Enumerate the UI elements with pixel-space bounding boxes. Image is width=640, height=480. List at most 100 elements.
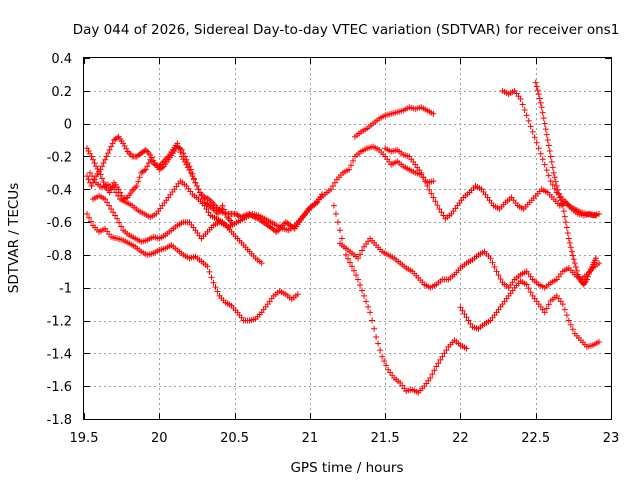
data-point bbox=[565, 235, 572, 242]
data-point bbox=[97, 166, 104, 173]
data-point bbox=[572, 263, 579, 270]
data-point bbox=[533, 83, 540, 90]
data-point bbox=[113, 189, 120, 196]
series-track-1 bbox=[84, 210, 301, 324]
data-point bbox=[379, 353, 386, 360]
data-point bbox=[549, 164, 556, 171]
data-point bbox=[542, 126, 549, 133]
y-tick-label: -1.6 bbox=[47, 380, 72, 395]
series-track-8 bbox=[330, 202, 470, 396]
data-point bbox=[106, 189, 113, 196]
data-point bbox=[88, 182, 95, 189]
x-tick-label: 22 bbox=[452, 431, 469, 446]
data-point bbox=[106, 146, 113, 153]
y-tick-label: -0.2 bbox=[47, 150, 72, 165]
data-point bbox=[106, 202, 113, 209]
data-point bbox=[201, 202, 208, 209]
data-point bbox=[493, 268, 500, 275]
data-point bbox=[189, 170, 196, 177]
data-point bbox=[336, 227, 343, 234]
data-point bbox=[357, 251, 364, 258]
data-point bbox=[361, 292, 368, 299]
data-point bbox=[519, 101, 526, 108]
data-point bbox=[489, 259, 496, 266]
data-point bbox=[330, 202, 337, 209]
data-point bbox=[539, 109, 546, 116]
data-point bbox=[557, 197, 564, 204]
data-point bbox=[365, 303, 372, 310]
y-tick-label: -1.4 bbox=[47, 347, 72, 362]
y-tick-label: 0 bbox=[64, 118, 72, 133]
data-point bbox=[592, 255, 599, 262]
x-tick-label: 19.5 bbox=[70, 431, 99, 446]
data-point bbox=[523, 112, 530, 119]
x-tick-label: 21.5 bbox=[371, 431, 400, 446]
series-layer bbox=[84, 79, 602, 396]
data-point bbox=[338, 235, 345, 242]
data-point bbox=[294, 291, 301, 298]
data-point bbox=[567, 321, 574, 328]
data-point bbox=[103, 153, 110, 160]
data-point bbox=[144, 163, 151, 170]
data-point bbox=[559, 202, 566, 209]
data-point bbox=[184, 160, 191, 167]
data-point bbox=[432, 198, 439, 205]
data-point bbox=[487, 255, 494, 262]
data-point bbox=[517, 96, 524, 103]
data-point bbox=[99, 163, 106, 170]
data-point bbox=[467, 320, 474, 327]
data-point bbox=[136, 174, 143, 181]
data-point bbox=[561, 213, 568, 220]
data-point bbox=[583, 276, 590, 283]
data-point bbox=[540, 115, 547, 122]
data-point bbox=[181, 153, 188, 160]
data-point bbox=[537, 99, 544, 106]
data-point bbox=[463, 314, 470, 321]
data-point bbox=[439, 353, 446, 360]
chart-title: Day 044 of 2026, Sidereal Day-to-day VTE… bbox=[73, 22, 620, 38]
data-point bbox=[563, 312, 570, 319]
data-point bbox=[430, 194, 437, 201]
data-point bbox=[535, 91, 542, 98]
data-point bbox=[437, 356, 444, 363]
data-point bbox=[108, 143, 115, 150]
y-tick-label: -0.6 bbox=[47, 216, 72, 231]
data-point bbox=[100, 160, 107, 167]
data-point bbox=[208, 274, 215, 281]
data-point bbox=[87, 169, 94, 176]
data-point bbox=[544, 137, 551, 144]
data-point bbox=[178, 146, 185, 153]
data-point bbox=[543, 131, 550, 138]
plot-frame bbox=[83, 57, 612, 420]
data-point bbox=[111, 186, 118, 193]
data-point bbox=[88, 218, 95, 225]
data-point bbox=[427, 374, 434, 381]
data-point bbox=[345, 255, 352, 262]
data-point bbox=[381, 358, 388, 365]
data-point bbox=[547, 178, 554, 185]
data-point bbox=[573, 267, 580, 274]
data-point bbox=[112, 212, 119, 219]
data-point bbox=[529, 128, 536, 135]
x-tick-label: 21 bbox=[302, 431, 319, 446]
data-point bbox=[443, 347, 450, 354]
y-tick-label: 0.2 bbox=[51, 85, 72, 100]
data-point bbox=[371, 325, 378, 332]
data-point bbox=[91, 160, 98, 167]
data-point bbox=[367, 309, 374, 316]
data-point bbox=[431, 367, 438, 374]
data-point bbox=[109, 140, 116, 147]
data-point bbox=[535, 145, 542, 152]
data-point bbox=[457, 304, 464, 311]
data-point bbox=[440, 212, 447, 219]
data-point bbox=[571, 260, 578, 267]
data-point bbox=[84, 145, 91, 152]
x-tick-label: 23 bbox=[603, 431, 620, 446]
data-point bbox=[331, 179, 338, 186]
y-tick-label: -0.8 bbox=[47, 249, 72, 264]
data-point bbox=[85, 147, 92, 154]
data-point bbox=[355, 255, 362, 262]
data-point bbox=[568, 248, 575, 255]
y-tick-label: 0.4 bbox=[51, 52, 72, 67]
